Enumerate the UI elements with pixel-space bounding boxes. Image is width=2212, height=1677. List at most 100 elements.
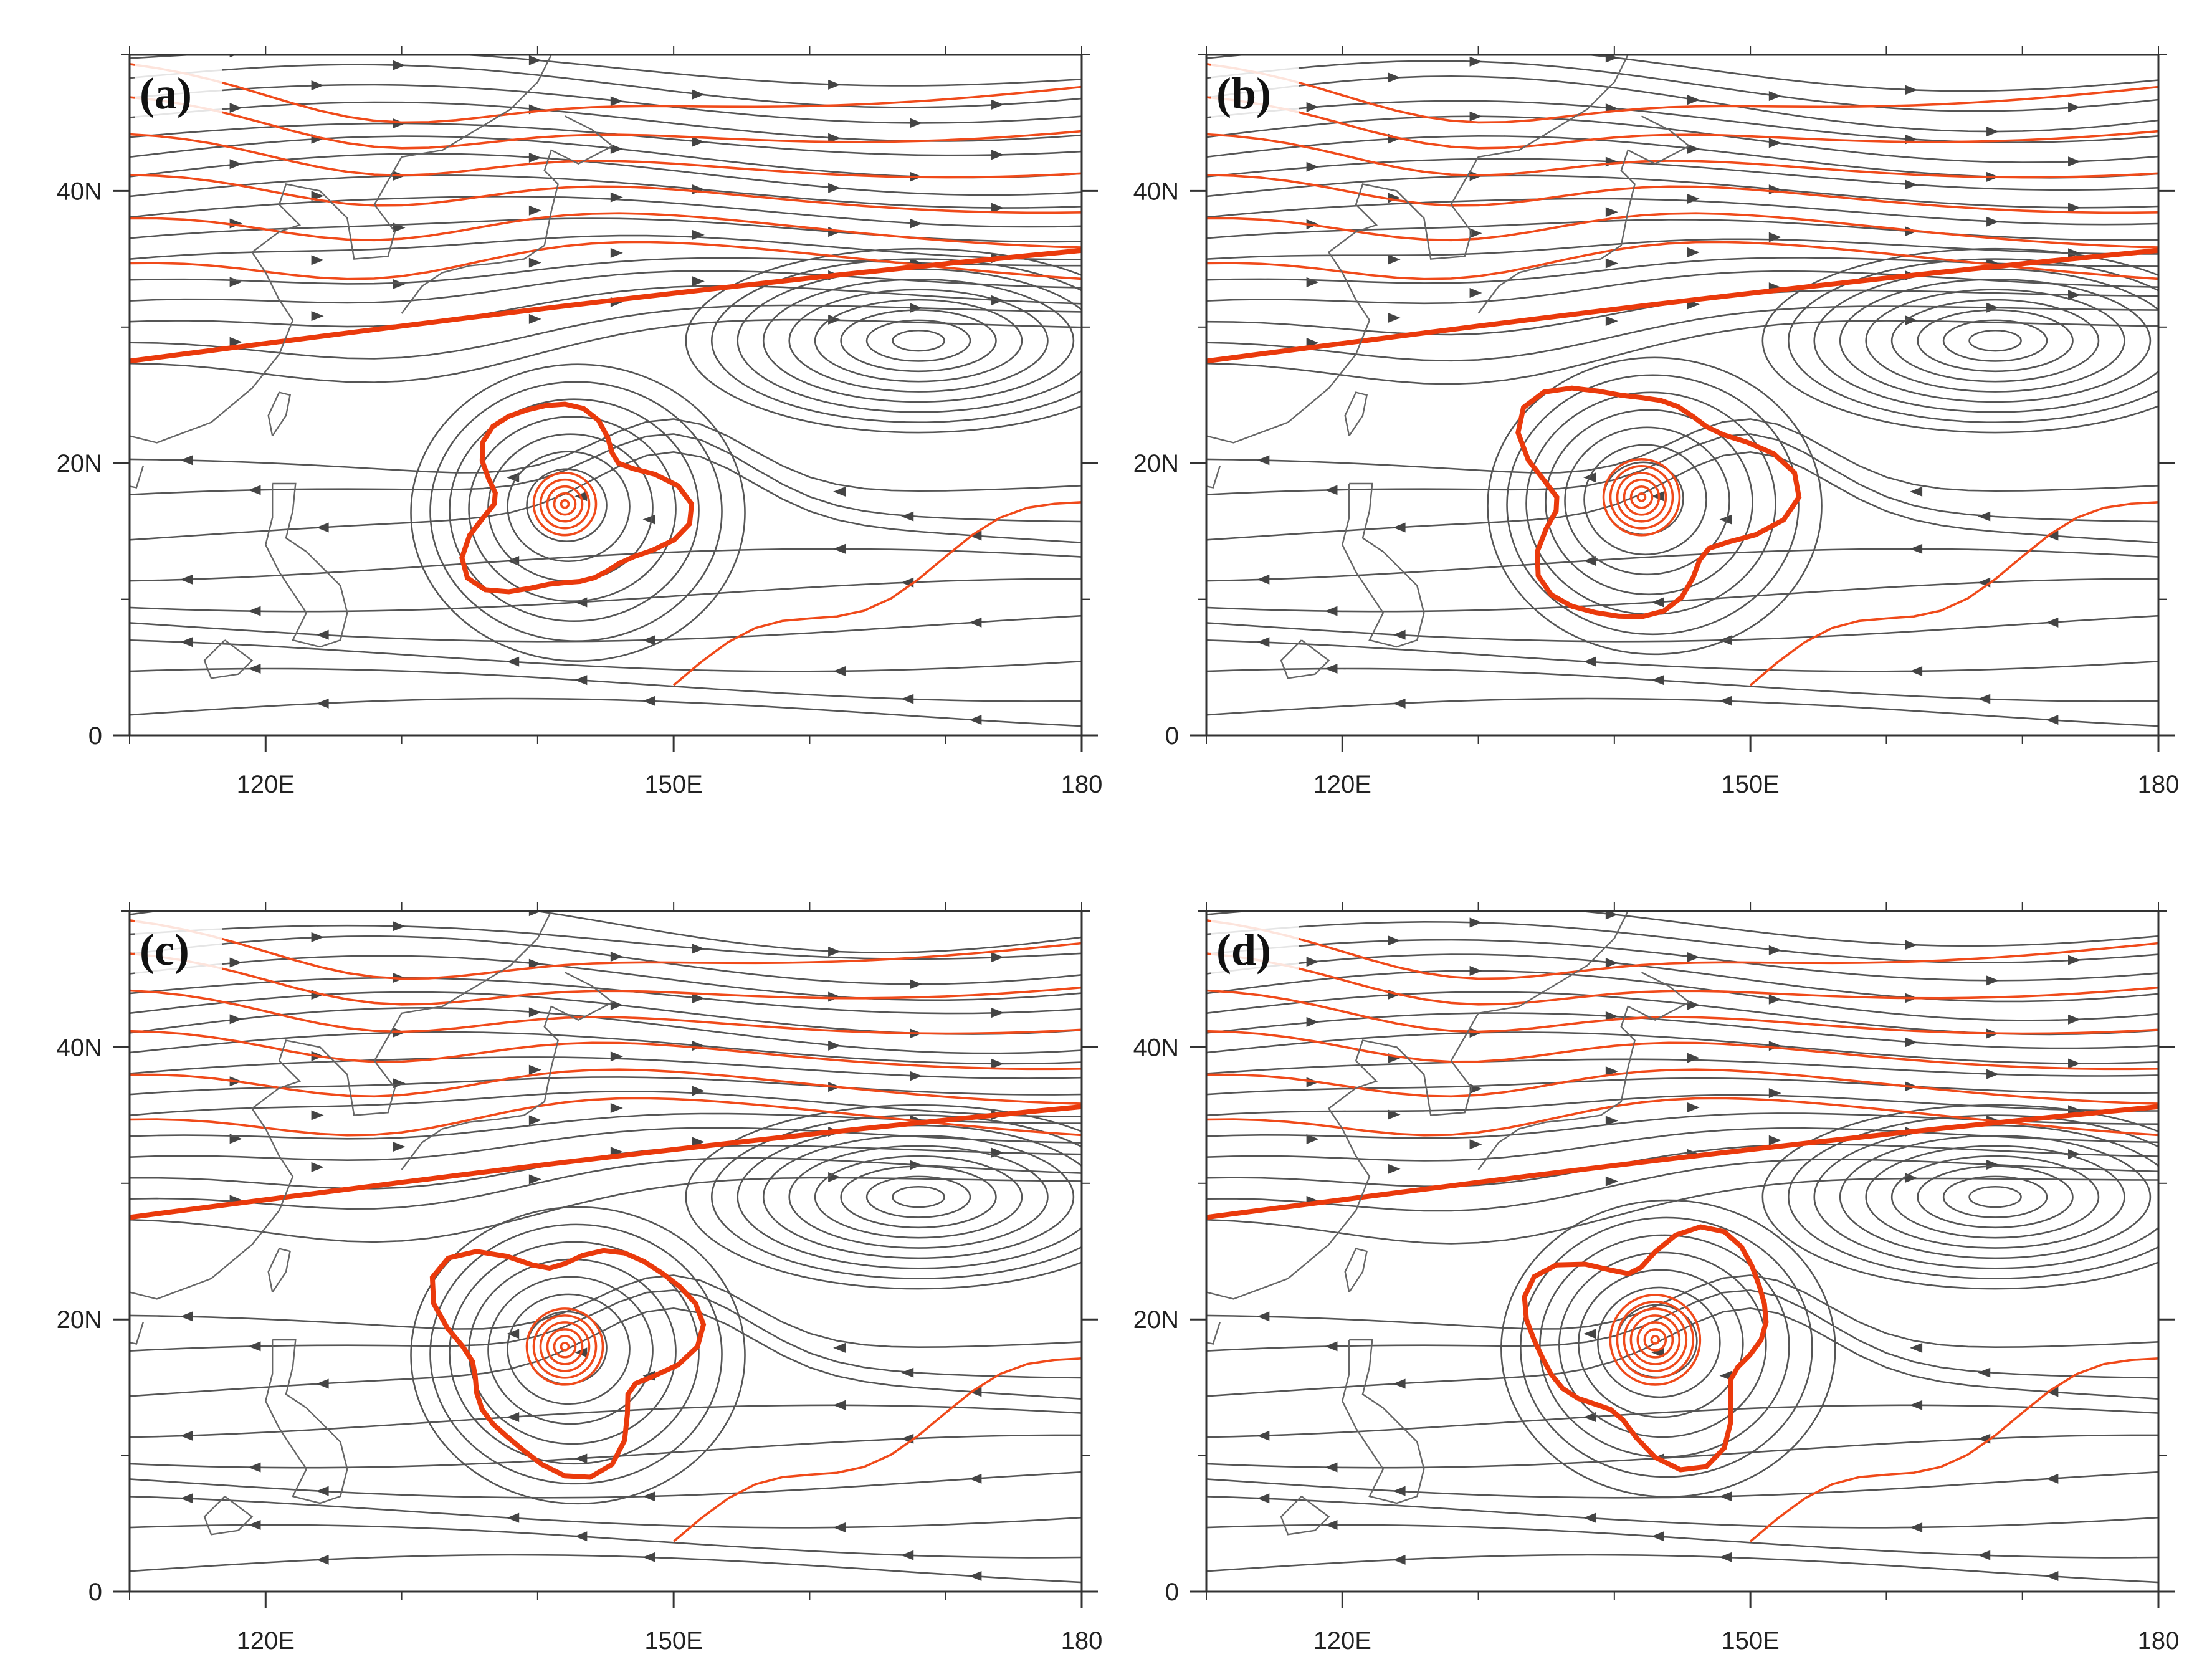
stream-arrow [1388,312,1401,323]
streamline [130,153,1082,196]
stream-arrow [1768,994,1781,1005]
x-tick-label: 180 [2138,1627,2180,1655]
stream-arrow [311,311,324,322]
streamline [130,217,1082,243]
stream-arrow [692,1137,705,1147]
stream-arrow [248,664,261,674]
stream-arrow [311,932,324,942]
streamline [1206,1434,2158,1469]
streamline [130,304,1082,360]
contour-line [130,919,1082,980]
contour-line-bold [130,247,1082,364]
streamlines [1206,911,2158,1584]
stream-arrow [2046,715,2059,725]
anticyclone-streamline [1968,329,2022,352]
coastlines [130,55,614,679]
coastline [1206,1306,1221,1345]
cyclone-contour [525,1307,604,1386]
stream-arrow [507,472,520,483]
streamline [1206,1077,2158,1096]
streamline [1206,614,2158,643]
streamline [130,1127,1082,1162]
streamline [130,1274,1082,1349]
y-tick-label: 20N [1133,450,1179,477]
cyclone-contour [553,492,577,516]
streamline [1206,115,2158,163]
contour-line [1206,212,2158,249]
cyclone-contour [1623,1307,1688,1372]
cyclone-streamline [449,1241,700,1465]
stream-arrow [393,118,406,129]
cyclone-contour [1616,471,1667,523]
stream-arrow [1257,574,1270,585]
anticyclone-streamline [814,1155,1023,1239]
contour-line [130,1030,1082,1071]
contour-line [1206,952,2158,1006]
streamline [130,1495,1082,1529]
stream-arrow [229,1014,242,1025]
stream-arrow [1388,72,1401,83]
coastline [265,482,348,648]
stream-arrow [610,1102,623,1113]
stream-arrow [833,486,846,497]
stream-arrow [1687,1053,1700,1063]
stream-arrow [692,1086,705,1096]
anticyclone-streamline [1813,268,2158,413]
stream-arrow [910,218,923,229]
streamline [1206,1289,2158,1379]
stream-arrow [528,152,541,163]
anticyclone-streamline [788,1145,1049,1249]
stream-arrow [1583,656,1596,667]
cyclone-contour [1616,1301,1695,1379]
streamline [1206,55,2158,92]
streamline [1206,1274,2158,1349]
streamline [1206,1031,2158,1064]
cyclone-streamline [410,363,746,662]
anticyclone-streamline [1788,1114,2158,1279]
stream-arrow [1307,44,1319,54]
cyclone-contour [1636,1321,1674,1359]
panel-label-bg [1211,916,1299,976]
anticyclone-streamline [1917,1165,2074,1229]
streamline [130,1471,1082,1499]
stream-arrow [1469,56,1482,67]
stream-arrow [393,60,406,70]
anticyclone-streamline [840,1165,997,1229]
anticyclone-streamline [1839,1135,2152,1259]
stream-arrow [1651,597,1664,608]
stream-arrow [2046,1387,2059,1397]
contours [1206,62,2158,686]
anticyclone-streamline [762,1135,1075,1259]
stream-arrow [1306,1134,1319,1144]
streamline [1206,238,2158,260]
cyclone-streamline [1506,374,1800,636]
y-tick-label: 0 [1165,722,1179,750]
stream-arrow [1257,1311,1270,1322]
cyclone-contour [1629,1314,1681,1365]
cyclone-envelope [1515,385,1802,619]
stream-arrow [2068,248,2081,259]
streamline [130,1006,1082,1054]
stream-arrow [1257,455,1270,466]
stream-arrow [910,303,923,313]
stream-arrow [969,530,982,541]
stream-arrow [229,103,242,113]
stream-arrow [316,629,329,640]
stream-arrow [1978,1367,1991,1378]
stream-arrow [1605,258,1618,269]
anticyclone-streamline [840,309,997,373]
stream-arrow [180,1311,193,1322]
stream-arrow [1687,143,1700,154]
coastline [401,972,614,1170]
streamline [130,1056,1082,1079]
anticyclone-streamline [892,329,945,352]
coastlines [1206,911,1691,1536]
stream-arrow [229,337,242,347]
cyclone-streamline [1597,1286,1721,1398]
stream-arrow [642,1552,655,1562]
stream-arrow [1257,1493,1270,1504]
stream-arrow [610,247,623,258]
y-tick-label: 40N [1133,1034,1179,1061]
coastline [203,1496,254,1536]
stream-arrow [1306,1016,1319,1027]
